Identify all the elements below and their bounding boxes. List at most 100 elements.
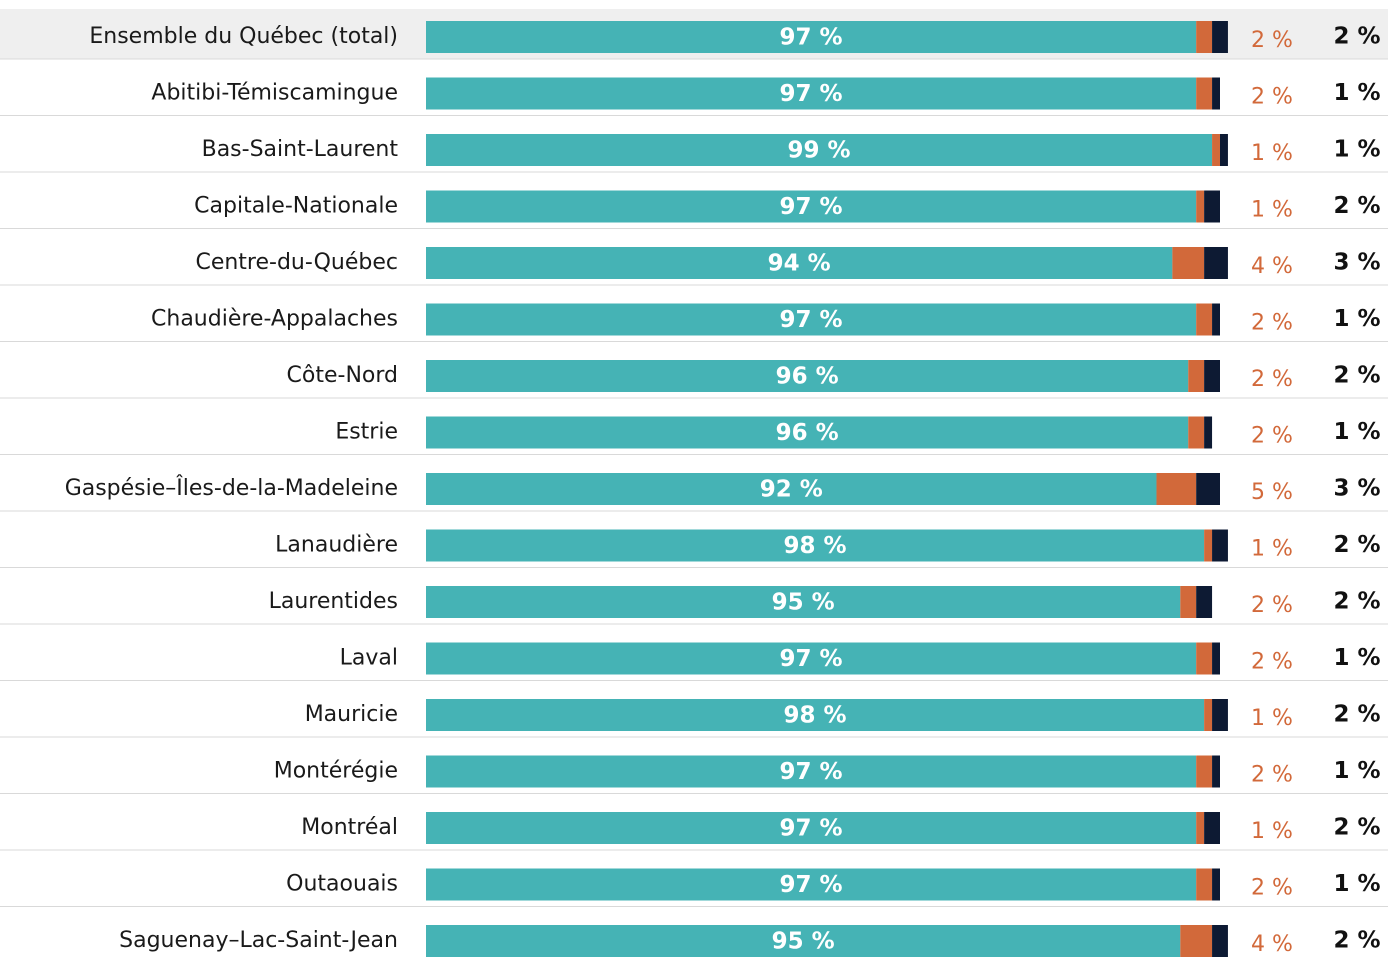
bar-segment — [426, 247, 1173, 279]
bar-segment — [1180, 925, 1213, 957]
category-label: Bas-Saint-Laurent — [202, 137, 399, 162]
value-label: 97 % — [780, 816, 843, 842]
category-label: Gaspésie–Îles-de-la-Madeleine — [65, 475, 398, 501]
category-label: Laval — [340, 646, 398, 671]
bar-segment — [426, 699, 1205, 731]
bar-segment — [1180, 586, 1197, 618]
value-label: 97 % — [780, 872, 843, 898]
bar-segment — [1212, 529, 1228, 562]
value-label: 95 % — [772, 590, 835, 616]
bar-segment — [1212, 134, 1220, 166]
category-label: Côte-Nord — [287, 363, 398, 388]
value-label: 1 % — [1333, 758, 1380, 784]
bar-segment — [426, 360, 1189, 392]
value-label: 98 % — [784, 533, 847, 559]
category-label: Saguenay–Lac-Saint-Jean — [119, 928, 398, 953]
value-label: 2 % — [1251, 876, 1293, 901]
bar-segment — [1196, 473, 1220, 505]
category-label: Mauricie — [305, 702, 398, 727]
bar-segment — [1212, 642, 1220, 675]
bar-segment — [1204, 699, 1213, 731]
value-label: 2 % — [1251, 311, 1293, 336]
bar-segment — [1212, 303, 1220, 336]
value-label: 2 % — [1251, 650, 1293, 675]
value-label: 95 % — [772, 929, 835, 955]
bar-segment — [1204, 190, 1220, 223]
bar-segment — [426, 21, 1197, 53]
category-label: Abitibi-Témiscamingue — [151, 81, 398, 106]
value-label: 1 % — [1251, 141, 1293, 166]
bar-segment — [426, 416, 1189, 449]
bar-segment — [1188, 416, 1205, 449]
value-label: 97 % — [780, 81, 843, 107]
bar-segment — [426, 134, 1213, 166]
value-label: 92 % — [760, 477, 823, 503]
category-label: Outaouais — [286, 872, 398, 897]
category-label: Estrie — [335, 420, 398, 445]
bar-segment — [426, 642, 1197, 675]
value-label: 3 % — [1333, 250, 1380, 276]
value-label: 98 % — [784, 703, 847, 729]
value-label: 1 % — [1333, 419, 1380, 445]
bar-segment — [1196, 190, 1205, 223]
category-label: Chaudière-Appalaches — [151, 307, 398, 332]
bar-segment — [1204, 529, 1213, 562]
bar-segment — [1204, 247, 1228, 279]
value-label: 96 % — [776, 364, 839, 390]
bar-segment — [1212, 21, 1228, 53]
bar-segment — [1204, 360, 1220, 392]
value-label: 99 % — [787, 138, 850, 164]
category-label: Montérégie — [274, 759, 398, 784]
bar-segment — [1212, 699, 1228, 731]
bar-segment — [426, 77, 1197, 110]
value-label: 2 % — [1333, 363, 1380, 389]
bar-segment — [1196, 21, 1213, 53]
category-label: Capitale-Nationale — [194, 194, 398, 219]
value-label: 1 % — [1251, 537, 1293, 562]
value-label: 97 % — [780, 759, 843, 785]
category-label: Ensemble du Québec (total) — [89, 24, 398, 49]
bar-segment — [426, 868, 1197, 901]
value-label: 1 % — [1333, 645, 1380, 671]
bar-segment — [1220, 134, 1228, 166]
bar-segment — [1196, 642, 1213, 675]
bar-segment — [1212, 925, 1228, 957]
bar-segment — [426, 586, 1181, 618]
bar-segment — [426, 925, 1181, 957]
value-label: 2 % — [1251, 367, 1293, 392]
value-label: 2 % — [1251, 424, 1293, 449]
bar-segment — [426, 812, 1197, 844]
bar-segment — [1196, 586, 1213, 618]
bar-segment — [426, 473, 1157, 505]
value-label: 1 % — [1251, 819, 1293, 844]
value-label: 97 % — [780, 307, 843, 333]
value-label: 4 % — [1251, 932, 1293, 957]
value-label: 94 % — [768, 251, 831, 277]
value-label: 2 % — [1333, 815, 1380, 841]
value-label: 2 % — [1251, 593, 1293, 618]
value-label: 2 % — [1333, 589, 1380, 615]
value-label: 2 % — [1333, 24, 1380, 50]
value-label: 97 % — [780, 646, 843, 672]
bar-segment — [1212, 755, 1220, 788]
value-label: 3 % — [1333, 476, 1380, 502]
value-label: 2 % — [1251, 85, 1293, 110]
value-label: 1 % — [1333, 80, 1380, 106]
category-label: Centre-du-Québec — [195, 250, 398, 275]
bar-segment — [426, 190, 1197, 223]
value-label: 5 % — [1251, 480, 1293, 505]
category-label: Laurentides — [269, 589, 398, 614]
value-label: 1 % — [1333, 137, 1380, 163]
bar-segment — [426, 755, 1197, 788]
bar-segment — [1196, 77, 1213, 110]
category-label: Montréal — [301, 815, 398, 840]
value-label: 1 % — [1251, 198, 1293, 223]
bar-segment — [1196, 868, 1213, 901]
value-label: 97 % — [780, 194, 843, 220]
bar-segment — [426, 303, 1197, 336]
bar-segment — [1196, 303, 1213, 336]
bar-segment — [1204, 812, 1220, 844]
value-label: 97 % — [780, 25, 843, 51]
value-label: 1 % — [1251, 706, 1293, 731]
bar-segment — [1212, 868, 1220, 901]
